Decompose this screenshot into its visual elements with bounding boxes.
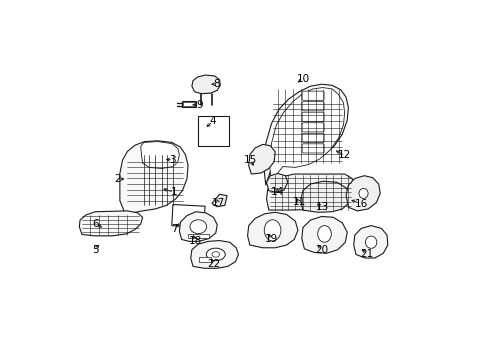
Text: 1: 1	[170, 187, 177, 197]
Polygon shape	[211, 194, 226, 207]
Ellipse shape	[317, 226, 331, 242]
Text: 9: 9	[196, 100, 203, 110]
FancyBboxPatch shape	[302, 144, 324, 153]
Text: 8: 8	[213, 79, 220, 89]
Ellipse shape	[189, 220, 206, 234]
FancyBboxPatch shape	[302, 102, 324, 111]
Ellipse shape	[365, 236, 376, 248]
Text: 4: 4	[209, 116, 216, 126]
Polygon shape	[120, 141, 188, 213]
Text: 20: 20	[315, 245, 328, 255]
Polygon shape	[171, 204, 205, 228]
Polygon shape	[301, 216, 346, 253]
FancyBboxPatch shape	[302, 123, 324, 132]
Text: 17: 17	[211, 198, 224, 208]
Polygon shape	[266, 174, 353, 210]
Text: 5: 5	[92, 245, 99, 255]
Text: 14: 14	[271, 187, 284, 197]
Ellipse shape	[211, 252, 219, 257]
Bar	[187, 234, 208, 238]
Text: 15: 15	[244, 155, 257, 165]
Polygon shape	[248, 144, 275, 174]
Bar	[181, 101, 196, 107]
Text: 13: 13	[315, 202, 328, 212]
Text: 3: 3	[169, 155, 176, 165]
Text: 18: 18	[189, 235, 202, 246]
Polygon shape	[353, 226, 387, 258]
FancyBboxPatch shape	[302, 112, 324, 121]
Ellipse shape	[264, 220, 280, 241]
Text: 12: 12	[337, 150, 350, 161]
Polygon shape	[266, 174, 287, 192]
Text: 11: 11	[292, 197, 305, 207]
Polygon shape	[346, 176, 380, 211]
Polygon shape	[247, 212, 297, 248]
Polygon shape	[190, 240, 238, 268]
Polygon shape	[79, 211, 142, 236]
Polygon shape	[141, 141, 179, 168]
Text: 10: 10	[296, 74, 309, 84]
Polygon shape	[191, 75, 220, 94]
Ellipse shape	[358, 188, 367, 198]
Text: 21: 21	[360, 249, 373, 260]
Polygon shape	[179, 212, 217, 242]
FancyBboxPatch shape	[302, 91, 324, 100]
Polygon shape	[269, 87, 344, 181]
Bar	[183, 102, 194, 106]
Text: 19: 19	[264, 234, 278, 244]
Text: 7: 7	[170, 224, 177, 234]
Text: 2: 2	[114, 174, 120, 184]
Text: 16: 16	[354, 199, 367, 209]
Text: 22: 22	[206, 258, 220, 269]
Polygon shape	[264, 84, 347, 185]
FancyBboxPatch shape	[302, 133, 324, 143]
Bar	[198, 257, 210, 262]
Ellipse shape	[206, 248, 225, 261]
Text: 6: 6	[93, 219, 99, 229]
Polygon shape	[300, 181, 349, 212]
Bar	[198, 116, 229, 146]
